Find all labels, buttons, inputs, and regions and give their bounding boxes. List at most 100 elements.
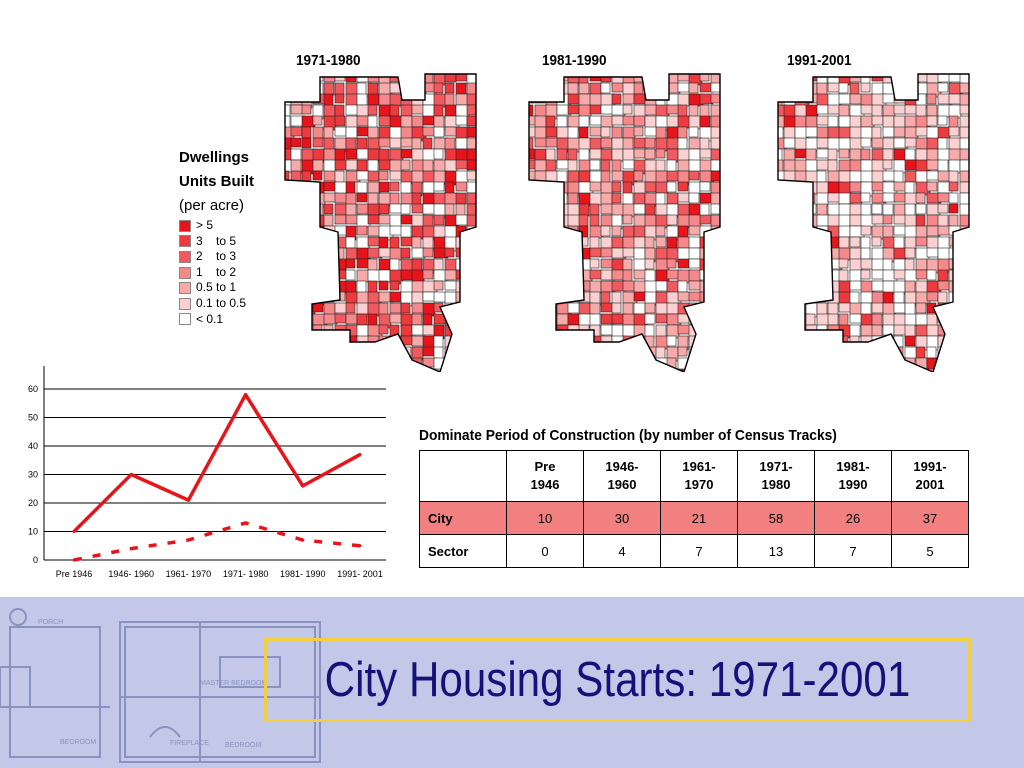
census-tract [285,269,292,283]
census-tract [871,203,883,215]
census-tract [378,236,389,250]
census-tract [301,137,312,149]
census-tract [666,236,678,249]
census-tract [959,313,969,324]
census-tract [805,346,821,357]
census-tract [805,280,818,293]
census-tract [838,236,850,249]
census-tract [827,335,843,349]
census-tract [334,346,348,357]
census-tract [534,214,546,228]
census-tract [466,269,476,281]
data-point [72,558,76,562]
census-tract [794,346,810,359]
census-tract [971,171,978,180]
census-tract [948,357,963,371]
table-title: Dominate Period of Construction (by numb… [419,427,837,444]
census-tract [971,94,978,108]
census-tract [805,269,818,284]
census-tract [545,357,560,372]
census-tract [600,203,614,215]
legend-title-line1: Dwellings [179,149,250,166]
census-tract [312,137,324,148]
census-tract [433,280,444,291]
data-point [244,521,248,525]
census-tract [529,269,536,280]
legend-swatch [179,250,191,263]
census-tract [816,74,828,85]
census-tract [323,269,338,284]
census-tract [794,291,808,306]
census-tract [367,280,378,294]
census-tract [860,148,871,161]
census-tract [971,116,978,125]
census-tract [849,203,863,216]
y-tick-label: 60 [28,384,38,394]
census-tract [688,181,701,195]
svg-text:MASTER BEDROOM: MASTER BEDROOM [200,680,267,687]
census-tract [529,236,539,249]
census-tract [622,368,637,372]
census-tract [290,324,301,339]
census-tract [290,181,301,192]
census-tract [805,170,819,183]
census-tract [285,313,293,324]
census-tract [422,247,434,258]
table-cell: 0 [506,534,584,568]
census-tract [722,171,724,184]
legend-swatch [179,282,191,295]
census-tract [567,335,581,347]
census-tract [312,159,324,172]
census-tract [710,82,720,93]
census-tract [915,203,927,215]
census-tract [699,346,712,360]
census-tract [860,236,871,250]
census-tract [937,126,951,139]
table-cell: 10 [506,501,584,535]
census-tract [827,346,839,357]
census-tract [794,82,805,94]
census-tract [937,357,949,372]
census-tract [556,115,568,128]
census-tract [633,82,644,95]
census-tract [937,291,948,304]
city-map-1971-1980 [284,73,477,372]
census-tract [849,236,861,248]
census-tract [677,258,690,269]
census-tract [948,181,959,192]
census-tract [529,291,537,306]
census-tract [644,357,655,370]
data-point [358,453,362,457]
census-tract [849,170,863,183]
census-tract [411,82,427,95]
census-tract [655,148,666,159]
census-tract [356,269,370,283]
census-tract [622,258,633,271]
census-tract [400,302,411,314]
census-tract [710,269,720,285]
census-tract [556,368,572,372]
census-tract [534,302,545,317]
census-tract [794,181,808,196]
census-tract [589,324,601,338]
census-tract [545,368,559,372]
census-tract [466,280,476,291]
y-tick-label: 10 [28,527,38,537]
census-tract [534,82,547,94]
census-tract [611,236,624,249]
census-tract [323,170,337,182]
census-tract [677,280,688,293]
census-tract [356,346,367,357]
census-tract [959,324,969,340]
table-corner [419,450,507,502]
census-tract [644,368,656,372]
census-tract [567,258,583,274]
census-tract [378,280,389,291]
census-tract [948,192,959,204]
census-tract [323,82,335,96]
census-tract [422,104,435,118]
census-tract [367,93,380,106]
census-tract [367,115,378,129]
census-tract [838,280,851,294]
census-tract [644,313,656,325]
